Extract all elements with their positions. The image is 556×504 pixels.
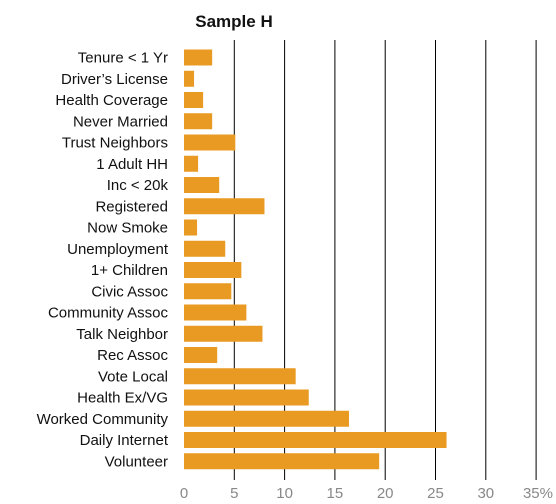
category-label: Now Smoke bbox=[87, 220, 168, 237]
x-tick-label: 20 bbox=[377, 485, 394, 502]
bar bbox=[184, 325, 263, 342]
category-label: Daily Internet bbox=[80, 432, 169, 449]
category-label: 1+ Children bbox=[91, 262, 168, 279]
x-tick-labels: 0 5 10 15 20 25 30 35% bbox=[180, 485, 553, 502]
x-tick-label: 15 bbox=[327, 485, 344, 502]
bar bbox=[184, 134, 236, 151]
x-tick-label: 5 bbox=[230, 485, 238, 502]
category-label: Health Coverage bbox=[55, 92, 168, 109]
x-tick-label: 0 bbox=[180, 485, 188, 502]
category-label: Talk Neighbor bbox=[76, 326, 168, 343]
category-label: Unemployment bbox=[67, 241, 169, 258]
bar bbox=[184, 240, 226, 257]
category-label: Registered bbox=[95, 198, 168, 215]
bars bbox=[184, 49, 447, 470]
bar bbox=[184, 92, 204, 108]
category-label: 1 Adult HH bbox=[96, 156, 168, 173]
bar bbox=[184, 70, 195, 87]
bar bbox=[184, 262, 242, 278]
x-tick-label: 30 bbox=[477, 485, 494, 502]
category-label: Civic Assoc bbox=[91, 283, 168, 300]
category-label: Trust Neighbors bbox=[62, 135, 168, 152]
bar bbox=[184, 432, 447, 448]
category-label: Community Assoc bbox=[48, 305, 169, 322]
bar bbox=[184, 347, 218, 363]
category-label: Vote Local bbox=[98, 368, 168, 385]
category-label: Worked Community bbox=[37, 411, 169, 428]
bar bbox=[184, 283, 232, 300]
bar bbox=[184, 219, 198, 236]
bar bbox=[184, 389, 309, 406]
chart-title: Sample H bbox=[195, 12, 272, 31]
category-label: Driver’s License bbox=[61, 71, 168, 88]
category-label: Tenure < 1 Yr bbox=[78, 50, 168, 67]
bar bbox=[184, 368, 296, 385]
grid-lines bbox=[233, 40, 537, 480]
bar bbox=[184, 304, 247, 321]
category-label: Inc < 20k bbox=[107, 177, 169, 194]
category-label: Never Married bbox=[73, 113, 168, 130]
x-tick-label: 35% bbox=[523, 485, 553, 502]
x-tick-label: 10 bbox=[276, 485, 293, 502]
bar bbox=[184, 113, 213, 130]
category-label: Volunteer bbox=[105, 453, 168, 470]
bar bbox=[184, 177, 220, 193]
category-labels: Tenure < 1 Yr Driver’s License Health Cove… bbox=[37, 50, 169, 471]
bar bbox=[184, 155, 199, 172]
bar bbox=[184, 453, 380, 470]
x-tick-label: 25 bbox=[427, 485, 444, 502]
bar bbox=[184, 49, 213, 66]
bar bbox=[184, 198, 265, 215]
category-label: Health Ex/VG bbox=[77, 390, 168, 407]
bar bbox=[184, 410, 349, 427]
category-label: Rec Assoc bbox=[97, 347, 168, 364]
